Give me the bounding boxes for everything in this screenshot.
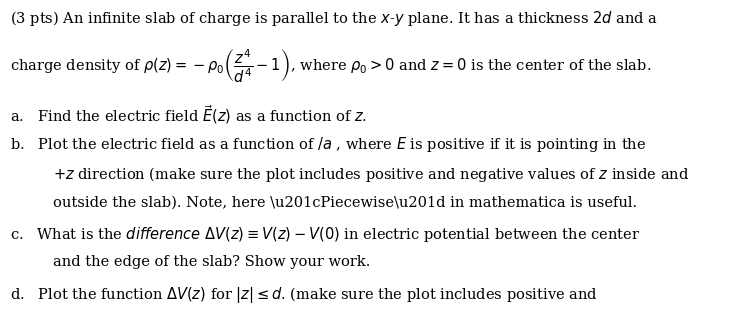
- Text: outside the slab). Note, here \u201cPiecewise\u201d in mathematica is useful.: outside the slab). Note, here \u201cPiec…: [53, 195, 637, 209]
- Text: b.   Plot the electric field as a function of $/a$ , where $E$ is positive if it: b. Plot the electric field as a function…: [10, 135, 646, 154]
- Text: a.   Find the electric field $\vec{E}(z)$ as a function of $z$.: a. Find the electric field $\vec{E}(z)$ …: [10, 104, 367, 126]
- Text: $+z$ direction (make sure the plot includes positive and negative values of $z$ : $+z$ direction (make sure the plot inclu…: [53, 165, 690, 184]
- Text: and the edge of the slab? Show your work.: and the edge of the slab? Show your work…: [53, 255, 371, 269]
- Text: c.   What is the $\mathit{difference}$ $\Delta V(z) \equiv V(z) - V(0)$ in elect: c. What is the $\mathit{difference}$ $\D…: [10, 225, 640, 244]
- Text: d.   Plot the function $\Delta V(z)$ for $|z| \leq d$. (make sure the plot inclu: d. Plot the function $\Delta V(z)$ for $…: [10, 285, 597, 305]
- Text: charge density of $\rho(z) = -\rho_0\left(\dfrac{z^4}{d^4} - 1\right)$, where $\: charge density of $\rho(z) = -\rho_0\lef…: [10, 47, 651, 85]
- Text: (3 pts) An infinite slab of charge is parallel to the $x$-$y$ plane. It has a th: (3 pts) An infinite slab of charge is pa…: [10, 9, 658, 28]
